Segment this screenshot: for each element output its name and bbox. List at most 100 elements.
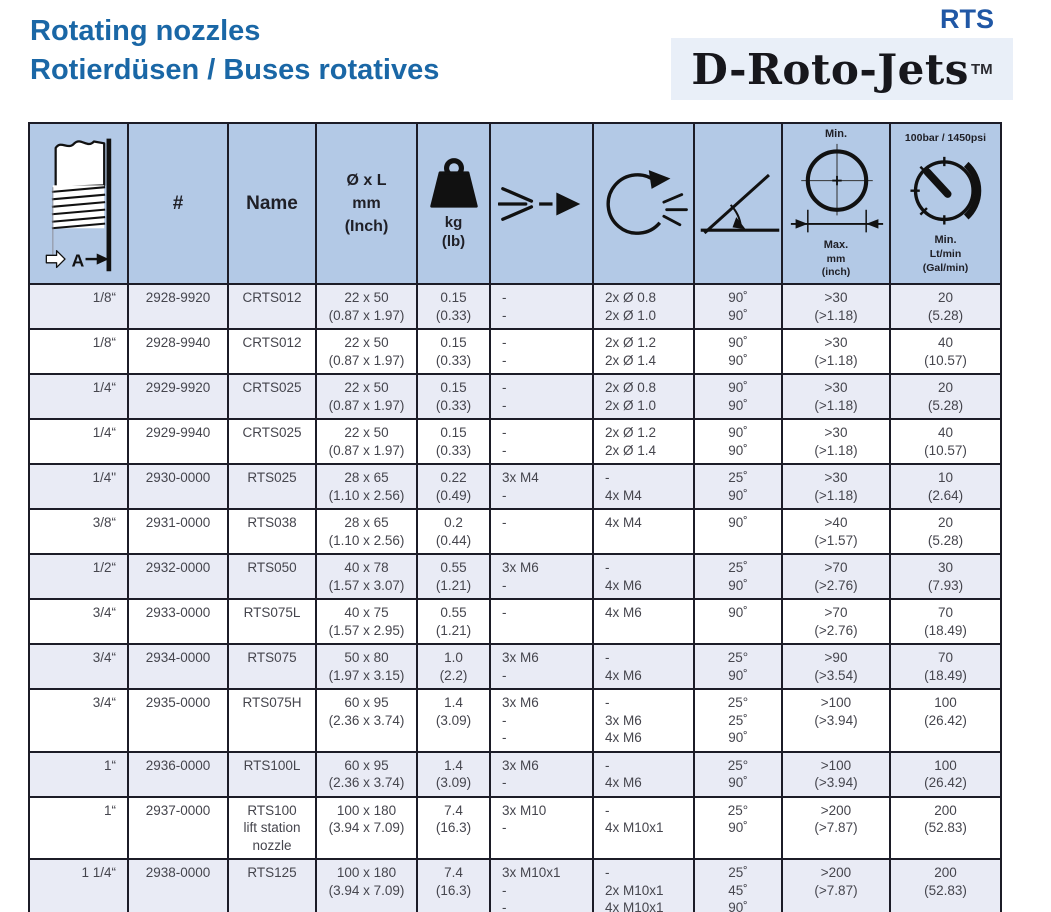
cell-size: 3/8“ xyxy=(28,508,129,555)
table-row: 3/4“ 2933-0000 RTS075L 40 x 75 (1.57 x 2.95… xyxy=(28,598,1002,645)
table-row: 1/2“ 2932-0000 RTS050 40 x 78 (1.57 x 3.07)… xyxy=(28,553,1002,600)
cell-nozzles: 4x M4 xyxy=(592,508,695,555)
cell-inlets: 3x M6 - xyxy=(489,553,594,600)
cell-part: 2934-0000 xyxy=(127,643,229,690)
cell-angles: 90˚ xyxy=(693,598,783,645)
cell-weight: 0.15 (0.33) xyxy=(416,373,491,420)
cell-name: RTS038 xyxy=(227,508,317,555)
cell-weight: 0.15 (0.33) xyxy=(416,328,491,375)
cell-part: 2938-0000 xyxy=(127,858,229,912)
cell-part: 2928-9940 xyxy=(127,328,229,375)
cell-flow: 30 (7.93) xyxy=(889,553,1002,600)
brand-logo: D-Roto-Jets TM xyxy=(671,38,1013,100)
table-row: 1/8“ 2928-9940 CRTS012 22 x 50 (0.87 x 1.97… xyxy=(28,328,1002,375)
col-header-part-number: # xyxy=(127,122,229,285)
cell-inlets: - - xyxy=(489,418,594,465)
cell-inlets: 3x M10x1 - - xyxy=(489,858,594,912)
table-row: 3/4“ 2934-0000 RTS075 50 x 80 (1.97 x 3.15)… xyxy=(28,643,1002,690)
cell-dims: 60 x 95 (2.36 x 3.74) xyxy=(315,750,418,798)
cell-size: 1“ xyxy=(28,795,129,860)
cell-flow: 100 (26.42) xyxy=(889,688,1002,753)
cell-min_diameter: >200 (>7.87) xyxy=(781,858,891,912)
cell-nozzles: 4x M6 xyxy=(592,598,695,645)
cell-dims: 50 x 80 (1.97 x 3.15) xyxy=(315,643,418,690)
cell-size: 3/4“ xyxy=(28,598,129,645)
cell-part: 2930-0000 xyxy=(127,463,229,510)
cell-part: 2929-9940 xyxy=(127,418,229,465)
cell-min_diameter: >30 (>1.18) xyxy=(781,328,891,375)
col-header-min-diameter: Min. Max. mm (inch xyxy=(781,122,891,285)
cell-dims: 22 x 50 (0.87 x 1.97) xyxy=(315,283,418,330)
pressure-gauge-icon xyxy=(909,157,981,225)
cell-part: 2933-0000 xyxy=(127,598,229,645)
table-row: 1/8“ 2928-9920 CRTS012 22 x 50 (0.87 x 1.97… xyxy=(28,283,1002,330)
page-title-translated: Rotierdüsen / Buses rotatives xyxy=(30,53,440,86)
cell-nozzles: - 3x M6 4x M6 xyxy=(592,688,695,753)
table-row: 1/4" 2930-0000 RTS025 28 x 65 (1.10 x 2.56)… xyxy=(28,463,1002,510)
cell-nozzles: - 4x M6 xyxy=(592,750,695,798)
cell-size: 1/4“ xyxy=(28,373,129,420)
cell-flow: 40 (10.57) xyxy=(889,328,1002,375)
cell-size: 1/8“ xyxy=(28,328,129,375)
cell-weight: 7.4 (16.3) xyxy=(416,858,491,912)
cell-nozzles: 2x Ø 1.2 2x Ø 1.4 xyxy=(592,418,695,465)
cell-inlets: 3x M6 - xyxy=(489,643,594,690)
cell-dims: 40 x 75 (1.57 x 2.95) xyxy=(315,598,418,645)
table-header-row: A # Name Ø x L mm (Inch) xyxy=(28,122,1002,285)
cell-dims: 28 x 65 (1.10 x 2.56) xyxy=(315,463,418,510)
cell-weight: 0.15 (0.33) xyxy=(416,283,491,330)
cell-flow: 40 (10.57) xyxy=(889,418,1002,465)
cell-weight: 0.15 (0.33) xyxy=(416,418,491,465)
col-header-inlet-jets xyxy=(489,122,594,285)
cell-inlets: - xyxy=(489,508,594,555)
cell-name: RTS100 lift station nozzle xyxy=(227,795,317,860)
cell-dims: 100 x 180 (3.94 x 7.09) xyxy=(315,858,418,912)
cell-dims: 100 x 180 (3.94 x 7.09) xyxy=(315,795,418,860)
cell-name: CRTS012 xyxy=(227,283,317,330)
cell-inlets: - xyxy=(489,598,594,645)
cell-weight: 0.55 (1.21) xyxy=(416,553,491,600)
weight-icon xyxy=(429,157,478,208)
spray-jet-icon xyxy=(497,186,580,221)
cell-angles: 25˚ 45˚ 90˚ xyxy=(693,858,783,912)
spray-angle-icon xyxy=(700,173,780,234)
cell-angles: 90˚ 90˚ xyxy=(693,328,783,375)
nozzle-spec-table: A # Name Ø x L mm (Inch) xyxy=(28,122,1002,912)
cell-nozzles: - 4x M6 xyxy=(592,643,695,690)
cell-part: 2932-0000 xyxy=(127,553,229,600)
cell-name: RTS075L xyxy=(227,598,317,645)
cell-nozzles: 2x Ø 0.8 2x Ø 1.0 xyxy=(592,283,695,330)
cell-flow: 70 (18.49) xyxy=(889,598,1002,645)
col-header-name: Name xyxy=(227,122,317,285)
table-row: 1 1/4“ 2938-0000 RTS125 100 x 180 (3.94 x 7… xyxy=(28,858,1002,912)
cell-size: 3/4“ xyxy=(28,688,129,753)
cell-flow: 100 (26.42) xyxy=(889,750,1002,798)
col-header-thread-size: A xyxy=(28,122,129,285)
page-title-block: Rotating nozzles Rotierdüsen / Buses rot… xyxy=(30,12,439,89)
cell-inlets: 3x M6 - - xyxy=(489,688,594,753)
cell-angles: 90˚ 90˚ xyxy=(693,283,783,330)
table-row: 1“ 2936-0000 RTS100L 60 x 95 (2.36 x 3.74) 1… xyxy=(28,750,1002,798)
cell-nozzles: 2x Ø 1.2 2x Ø 1.4 xyxy=(592,328,695,375)
cell-weight: 1.4 (3.09) xyxy=(416,750,491,798)
col-header-dimensions: Ø x L mm (Inch) xyxy=(315,122,418,285)
cell-flow: 10 (2.64) xyxy=(889,463,1002,510)
cell-nozzles: - 2x M10x1 4x M10x1 xyxy=(592,858,695,912)
cell-min_diameter: >70 (>2.76) xyxy=(781,553,891,600)
thread-dimension-label: A xyxy=(71,250,84,270)
cell-dims: 22 x 50 (0.87 x 1.97) xyxy=(315,373,418,420)
cell-nozzles: - 4x M4 xyxy=(592,463,695,510)
cell-size: 1/4" xyxy=(28,463,129,510)
table-row: 1/4“ 2929-9920 CRTS025 22 x 50 (0.87 x 1.97… xyxy=(28,373,1002,420)
cell-size: 1/4“ xyxy=(28,418,129,465)
cell-part: 2937-0000 xyxy=(127,795,229,860)
table-row: 1/4“ 2929-9940 CRTS025 22 x 50 (0.87 x 1.97… xyxy=(28,418,1002,465)
cell-min_diameter: >30 (>1.18) xyxy=(781,283,891,330)
trademark-symbol: TM xyxy=(970,60,993,78)
min-max-diameter-icon xyxy=(790,143,884,233)
cell-min_diameter: >30 (>1.18) xyxy=(781,463,891,510)
cell-name: CRTS025 xyxy=(227,418,317,465)
cell-part: 2935-0000 xyxy=(127,688,229,753)
cell-weight: 0.22 (0.49) xyxy=(416,463,491,510)
